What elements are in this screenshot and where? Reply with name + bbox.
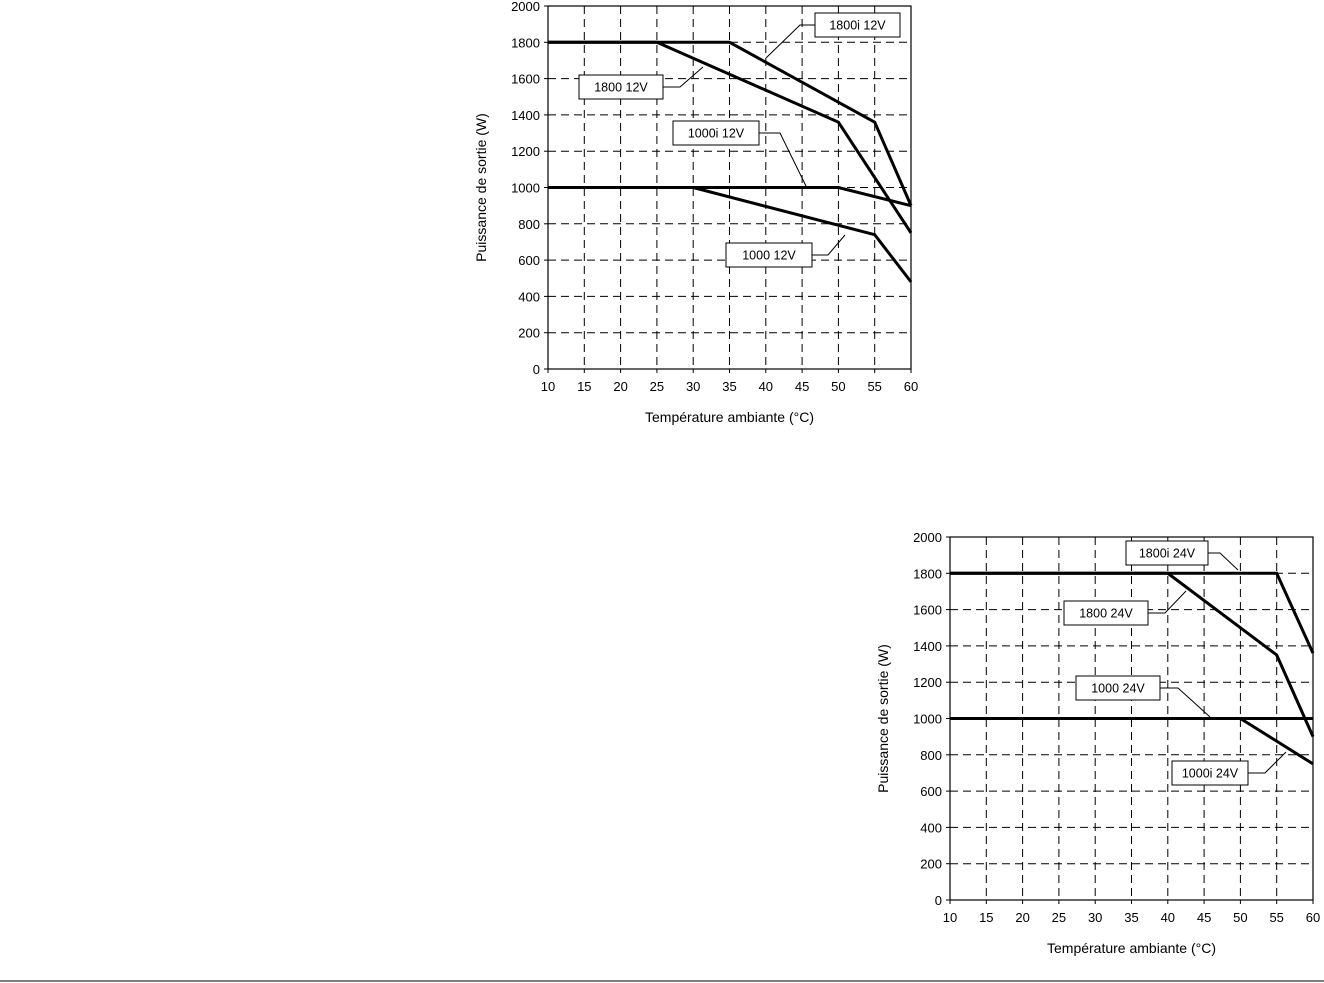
x-tick-label: 20 [613, 379, 627, 394]
y-tick-label: 1600 [913, 603, 942, 618]
y-tick-label: 2000 [511, 0, 540, 14]
x-tick-label: 60 [1306, 910, 1320, 925]
callout-box-1000i-24v [1171, 760, 1249, 786]
callout-box-1000-24v [1075, 675, 1161, 701]
series-line-1800-24v [950, 571, 1315, 738]
chart-12v: 10 15 20 25 30 35 40 45 50 55 60020040060080010001… [473, 0, 918, 425]
x-tick-label: 35 [1124, 910, 1138, 925]
x-tick-label: 40 [759, 379, 773, 394]
y-tick-label: 1000 [913, 712, 942, 727]
legend-label-1000i-24v: 1000i 24V [1182, 767, 1239, 781]
y-tick-label: 400 [920, 820, 942, 835]
legend-label-1800i-12v: 1800i 12V [829, 19, 886, 33]
x-tick-label: 40 [1161, 910, 1175, 925]
x-tick-label: 30 [686, 379, 700, 394]
x-tick-label: 55 [1269, 910, 1283, 925]
callout-box-1800-24v [1063, 600, 1149, 626]
y-tick-label: 600 [518, 253, 540, 268]
y-tick-label: 800 [518, 217, 540, 232]
y-tick-label: 1200 [913, 675, 942, 690]
y-tick-label: 1600 [511, 72, 540, 87]
series-line-1000-12v [548, 186, 913, 283]
y-tick-label: 200 [518, 326, 540, 341]
callout-leader-1000-24v [1160, 687, 1211, 718]
series-line-1000i-24v [950, 717, 1314, 766]
x-tick-label: 55 [867, 379, 881, 394]
callout-box-1800-12v [578, 74, 664, 100]
x-tick-label: 45 [795, 379, 809, 394]
x-tick-label: 15 [577, 379, 591, 394]
x-tick-label: 20 [1015, 910, 1029, 925]
x-tick-label: 10 [541, 379, 555, 394]
y-tick-label: 1800 [913, 566, 942, 581]
x-tick-label: 60 [904, 379, 918, 394]
x-tick-label: 50 [831, 379, 845, 394]
callout-leader-1000i-12v [759, 132, 807, 187]
x-tick-label: 15 [979, 910, 993, 925]
x-tick-label: 30 [1088, 910, 1102, 925]
legend-label-1000i-12v: 1000i 12V [688, 127, 745, 141]
x-tick-label: 10 [943, 910, 957, 925]
y-tick-label: 1800 [511, 35, 540, 50]
y-tick-label: 0 [533, 362, 540, 377]
x-axis-title: Température ambiante (°C) [645, 409, 814, 425]
y-axis-title: Puissance de sortie (W) [473, 113, 489, 262]
callout-leader-1800i-12v [765, 24, 815, 59]
x-axis-title: Température ambiante (°C) [1047, 940, 1216, 956]
y-axis-title: Puissance de sortie (W) [875, 644, 891, 793]
y-tick-label: 1400 [913, 639, 942, 654]
callout-leader-1000i-24v [1248, 751, 1287, 774]
callout-box-1000i-12v [672, 120, 760, 146]
legend-label-1800-12v: 1800 12V [594, 81, 648, 95]
x-tick-label: 50 [1233, 910, 1247, 925]
callout-leader-1800i-24v [1208, 552, 1239, 571]
legend-label-1800i-24v: 1800i 24V [1139, 547, 1196, 561]
callout-box-1000-12v [725, 242, 813, 268]
x-tick-label: 25 [650, 379, 664, 394]
chart-24v: 10 15 20 25 30 35 40 45 50 55 60020040060080010001… [875, 530, 1320, 956]
legend-label-1800-24v: 1800 24V [1079, 607, 1133, 621]
y-tick-label: 1200 [511, 144, 540, 159]
y-tick-label: 2000 [913, 530, 942, 545]
y-tick-label: 0 [935, 893, 942, 908]
y-tick-label: 600 [920, 784, 942, 799]
y-tick-label: 800 [920, 748, 942, 763]
callout-leader-1800-24v [1148, 590, 1187, 614]
callout-box-1800i-24v [1125, 540, 1209, 566]
callout-box-1800i-12v [814, 12, 901, 38]
x-tick-label: 45 [1197, 910, 1211, 925]
series-line-1800-12v [548, 40, 913, 234]
y-tick-label: 400 [518, 289, 540, 304]
callout-leader-1800-12v [663, 66, 704, 88]
legend-label-1000-12v: 1000 12V [742, 249, 796, 263]
legend-label-1000-24v: 1000 24V [1091, 682, 1145, 696]
x-tick-label: 25 [1052, 910, 1066, 925]
x-tick-label: 35 [722, 379, 736, 394]
y-tick-label: 1400 [511, 108, 540, 123]
callout-leader-1000-12v [812, 234, 846, 256]
y-tick-label: 200 [920, 857, 942, 872]
y-tick-label: 1000 [511, 181, 540, 196]
